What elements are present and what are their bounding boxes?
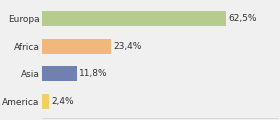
Bar — [42, 66, 77, 81]
Bar — [42, 39, 111, 54]
Text: 2,4%: 2,4% — [52, 97, 74, 106]
Bar — [42, 94, 49, 109]
Text: 62,5%: 62,5% — [229, 14, 257, 23]
Bar — [42, 11, 226, 26]
Text: 23,4%: 23,4% — [113, 42, 142, 51]
Text: 11,8%: 11,8% — [79, 69, 108, 78]
